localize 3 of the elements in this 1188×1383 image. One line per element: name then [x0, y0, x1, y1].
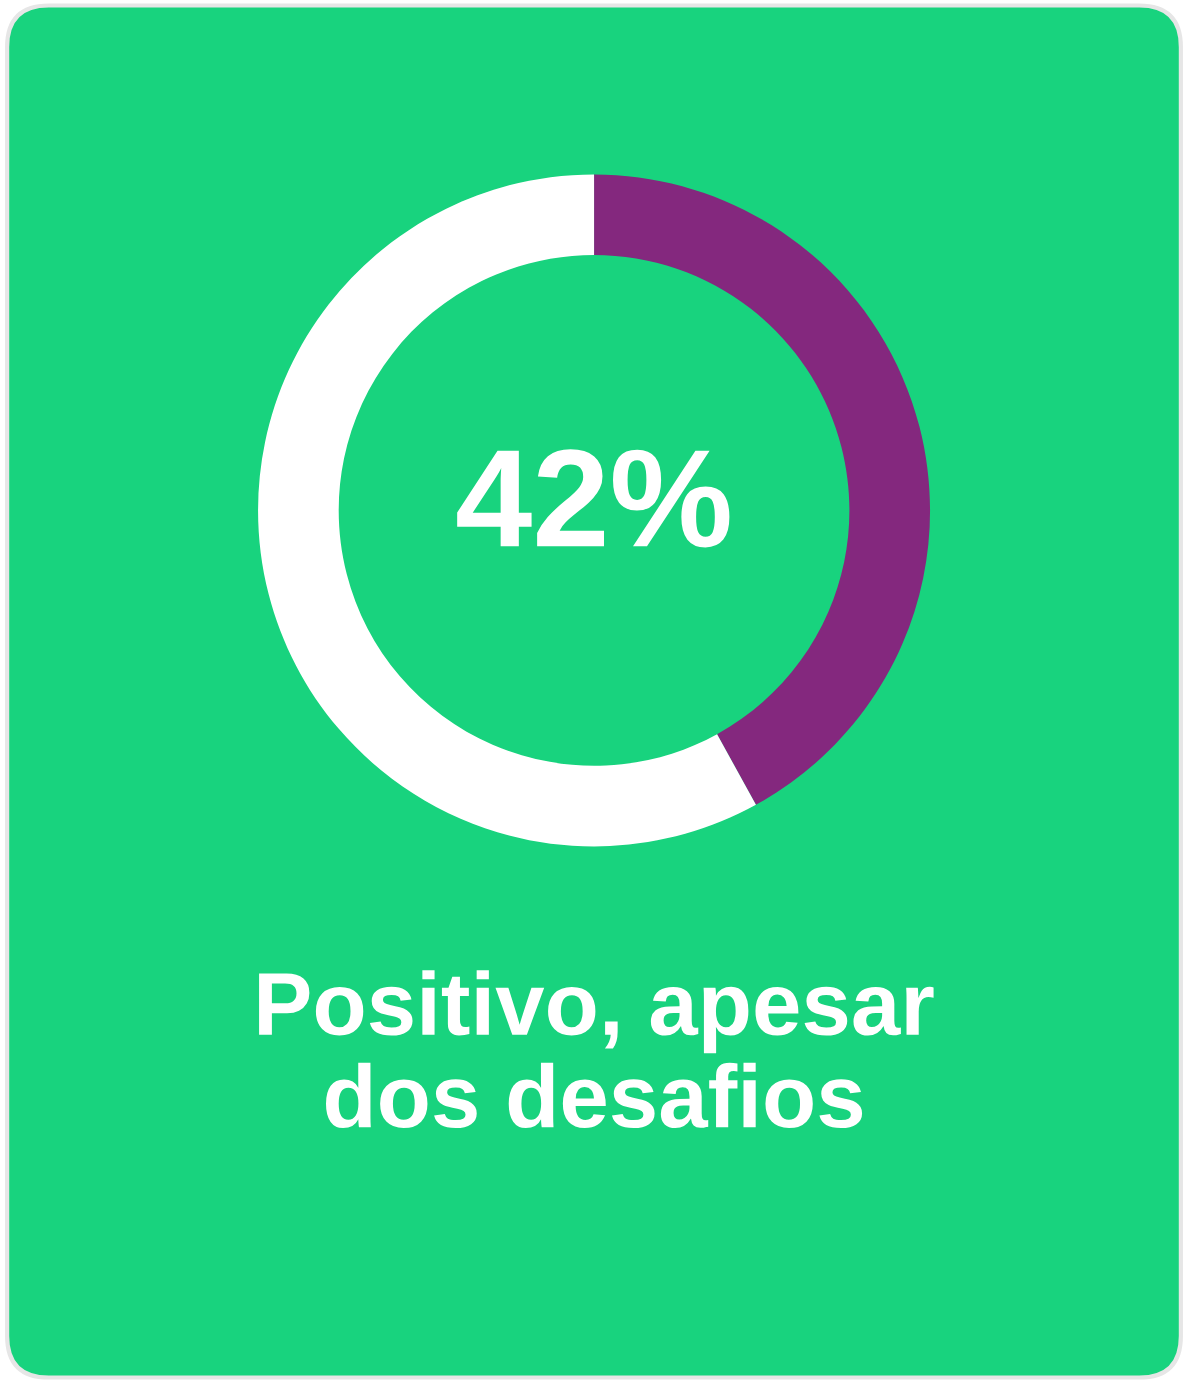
data-label: 42%: [457, 449, 730, 548]
donut-slice: [258, 174, 756, 847]
text: Positivo, apesar dos desafios: [259, 970, 934, 1129]
